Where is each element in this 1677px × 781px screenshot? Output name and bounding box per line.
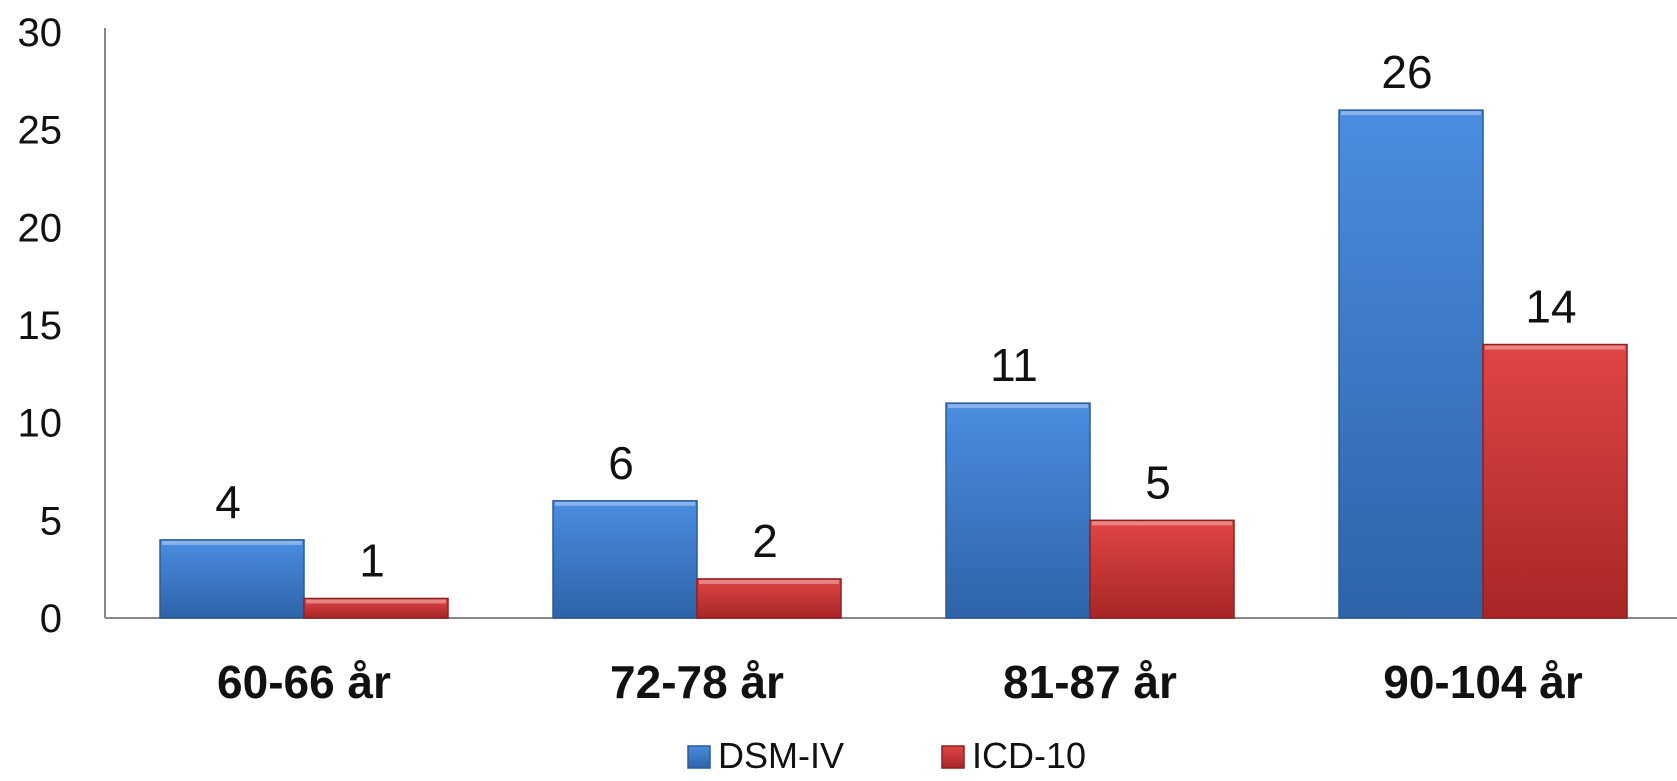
y-tick-label: 25 <box>18 109 63 153</box>
data-label: 2 <box>752 515 778 567</box>
y-tick-label: 10 <box>18 402 63 446</box>
bar-highlight <box>162 541 302 545</box>
bar-highlight <box>1485 346 1625 350</box>
data-label: 1 <box>359 534 385 586</box>
legend-swatch <box>688 746 710 768</box>
bar-highlight <box>699 580 839 584</box>
data-label: 14 <box>1525 281 1576 333</box>
bar-highlight <box>555 502 695 506</box>
x-category-label: 81-87 år <box>1003 656 1177 708</box>
data-label: 11 <box>990 339 1038 391</box>
y-tick-label: 20 <box>18 206 63 250</box>
data-label: 4 <box>215 476 241 528</box>
y-tick-label: 15 <box>18 304 63 348</box>
data-label: 6 <box>608 437 634 489</box>
y-tick-label: 30 <box>18 11 63 55</box>
x-category-label: 90-104 år <box>1383 656 1583 708</box>
x-category-label: 72-78 år <box>610 656 784 708</box>
bar-dsm-iv <box>160 540 304 618</box>
legend-swatch <box>942 746 964 768</box>
data-label: 5 <box>1145 456 1171 508</box>
legend-label: ICD-10 <box>972 735 1086 776</box>
bar-highlight <box>1341 111 1481 115</box>
bar-icd-10 <box>1483 345 1627 618</box>
data-label: 26 <box>1381 46 1432 98</box>
y-tick-label: 0 <box>40 597 62 641</box>
bar-icd-10 <box>1090 520 1234 618</box>
bar-dsm-iv <box>1339 110 1483 618</box>
bar-highlight <box>1092 521 1232 525</box>
bar-dsm-iv <box>946 403 1090 618</box>
y-tick-label: 5 <box>40 499 62 543</box>
x-category-label: 60-66 år <box>217 656 391 708</box>
bar-highlight <box>948 404 1088 408</box>
bar-highlight <box>306 599 446 603</box>
bar-icd-10 <box>697 579 841 618</box>
bar-dsm-iv <box>553 501 697 618</box>
legend: DSM-IV ICD-10 <box>688 735 1086 776</box>
legend-label: DSM-IV <box>718 735 844 776</box>
